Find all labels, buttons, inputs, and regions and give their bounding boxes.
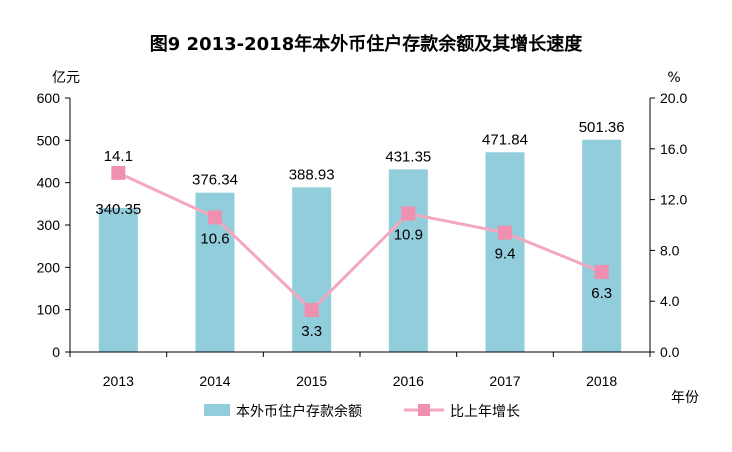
bar-2016 (388, 169, 428, 352)
left-tick-label: 400 (37, 175, 61, 191)
right-tick-label: 4.0 (660, 293, 680, 309)
right-tick-label: 16.0 (660, 141, 687, 157)
x-tick-label: 2017 (489, 373, 520, 389)
growth-marker-2014 (208, 210, 222, 225)
legend-label-bar: 本外币住户存款余额 (236, 403, 362, 420)
bar-value-label: 501.36 (579, 119, 625, 136)
left-axis-label: 亿元 (52, 70, 80, 86)
bar-value-label: 388.93 (289, 166, 335, 183)
growth-value-label: 3.3 (301, 323, 322, 340)
x-tick-label: 2014 (199, 373, 230, 389)
bar-value-label: 376.34 (192, 172, 238, 189)
growth-marker-2017 (498, 225, 512, 240)
right-tick-label: 12.0 (660, 192, 687, 208)
growth-value-label: 14.1 (104, 148, 133, 165)
legend-label-line: 比上年增长 (450, 404, 520, 420)
growth-marker-2013 (111, 165, 126, 180)
left-tick-label: 300 (37, 217, 61, 233)
growth-value-label: 9.4 (495, 246, 516, 263)
x-tick-label: 2013 (103, 373, 134, 389)
axes: 0 100 200 300 400 500 600 0.0 4.0 8.0 12.0 16.0 20.0… (37, 90, 688, 389)
bar-series (98, 139, 622, 352)
left-tick-label: 200 (37, 259, 61, 275)
growth-marker-2015 (304, 303, 319, 318)
bar-2013 (98, 207, 138, 352)
x-axis-label: 年份 (671, 390, 699, 406)
chart-title: 图9 2013-2018年本外币住户存款余额及其增长速度 (150, 33, 583, 55)
growth-line (117, 171, 603, 313)
bar-2015 (292, 187, 332, 352)
bar-2017 (485, 152, 525, 352)
growth-marker-2018 (594, 264, 609, 279)
left-tick-label: 600 (37, 90, 61, 106)
bar-value-label: 431.35 (385, 148, 431, 165)
growth-value-label: 6.3 (591, 285, 612, 302)
x-tick-label: 2016 (393, 373, 424, 389)
bar-value-label: 471.84 (482, 131, 528, 148)
left-tick-label: 0 (52, 344, 60, 360)
data-labels: 340.35 376.34 388.93 431.35 471.84 501.36 14.1… (95, 119, 624, 340)
legend-swatch-marker (418, 404, 430, 416)
right-tick-label: 8.0 (660, 242, 680, 258)
right-axis-label: % (667, 70, 680, 86)
x-tick-label: 2018 (586, 373, 617, 389)
left-tick-label: 100 (37, 302, 61, 318)
left-tick-label: 500 (37, 132, 61, 148)
growth-value-label: 10.9 (394, 227, 423, 244)
bar-value-label: 340.35 (95, 201, 141, 218)
x-tick-label: 2015 (296, 373, 327, 389)
bar-2018 (582, 139, 622, 352)
growth-marker-2016 (401, 206, 416, 221)
legend-swatch-bar (204, 404, 230, 416)
right-tick-label: 20.0 (660, 90, 687, 106)
line-series (111, 165, 609, 318)
growth-value-label: 10.6 (200, 230, 229, 247)
right-tick-label: 0.0 (660, 344, 680, 360)
legend: 本外币住户存款余额 比上年增长 (204, 403, 520, 420)
